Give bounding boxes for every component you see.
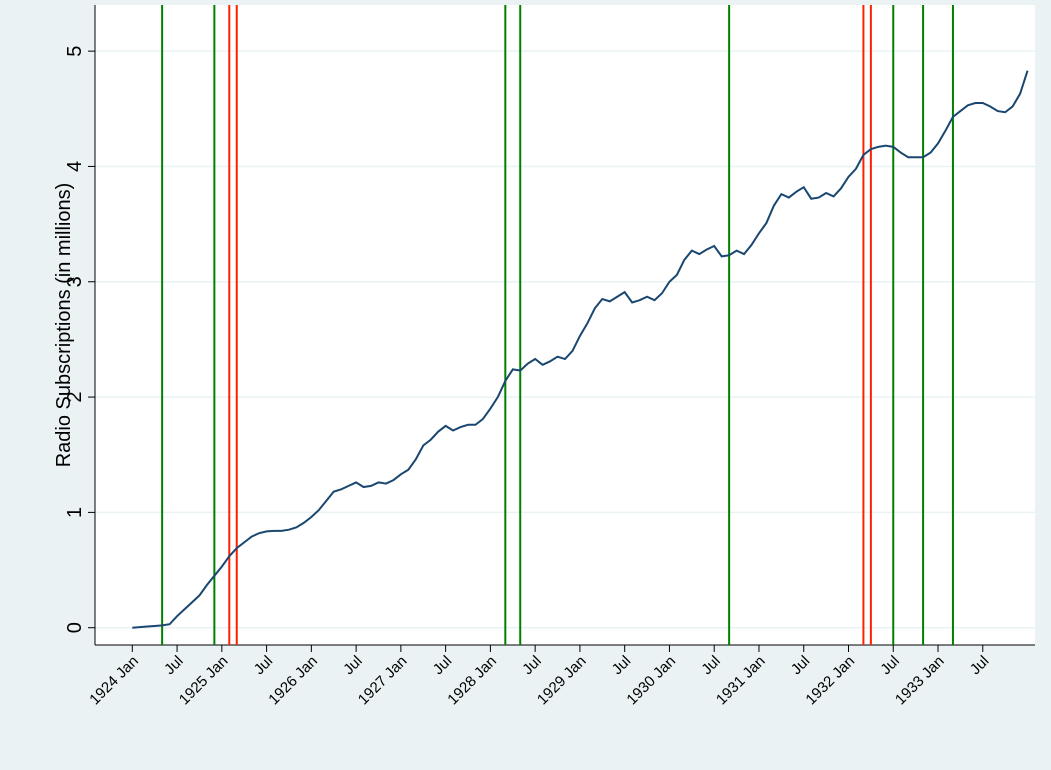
x-tick-label: Jul <box>430 653 456 679</box>
x-tick-label: Jul <box>698 653 724 679</box>
plot-area <box>95 5 1035 645</box>
x-tick-label: Jul <box>161 653 187 679</box>
x-tick-label: 1928 Jan <box>444 653 500 709</box>
x-tick-label: 1931 Jan <box>713 653 769 709</box>
x-tick-label: Jul <box>788 653 814 679</box>
x-tick-label: 1927 Jan <box>355 653 411 709</box>
x-tick-label: 1926 Jan <box>265 653 321 709</box>
y-tick-label: 0 <box>64 622 86 633</box>
y-tick-label: 3 <box>64 276 86 287</box>
x-tick-label: 1930 Jan <box>623 653 679 709</box>
x-tick-label: 1929 Jan <box>534 653 590 709</box>
x-tick-label: Jul <box>340 653 366 679</box>
x-tick-label: 1933 Jan <box>892 653 948 709</box>
x-tick-label: 1925 Jan <box>176 653 232 709</box>
y-tick-label: 5 <box>64 46 86 57</box>
y-tick-label: 2 <box>64 392 86 403</box>
x-tick-label: Jul <box>519 653 545 679</box>
y-axis-label: Radio Subscriptions (in millions) <box>53 183 75 468</box>
y-tick-label: 4 <box>64 161 86 172</box>
data-line <box>132 70 1029 629</box>
x-tick-label: Jul <box>609 653 635 679</box>
x-tick-label: Jul <box>967 653 993 679</box>
x-tick-label: 1932 Jan <box>802 653 858 709</box>
y-tick-label: 1 <box>64 507 86 518</box>
x-tick-label: 1924 Jan <box>86 653 142 709</box>
x-tick-label: Jul <box>877 653 903 679</box>
x-tick-label: Jul <box>251 653 277 679</box>
